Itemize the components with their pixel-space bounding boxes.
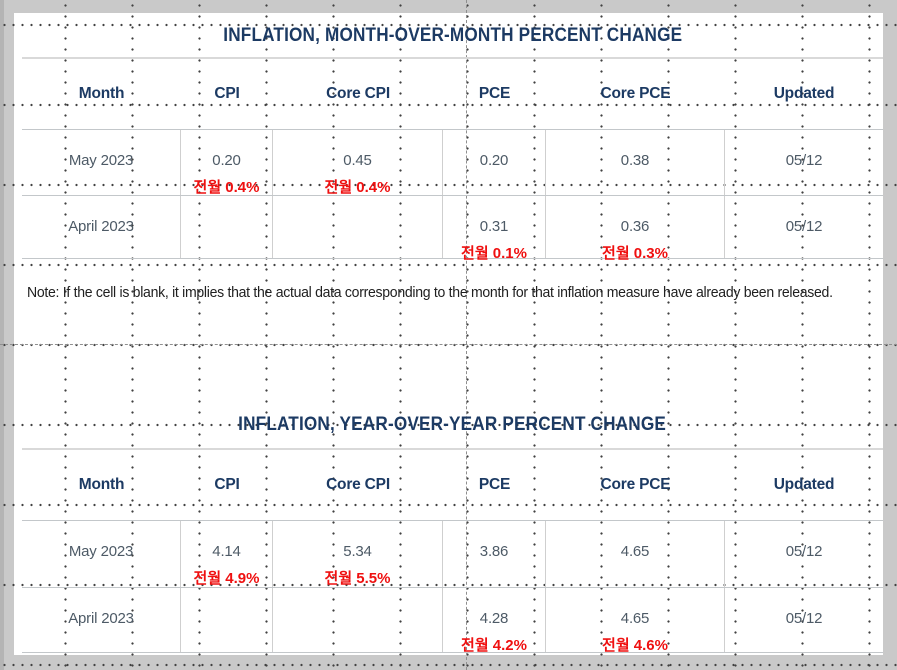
column-header-core-cpi: Core CPI: [326, 85, 390, 102]
table-cell-core-cpi: 5.34 전월 5.5%: [273, 521, 443, 587]
inflation-yoy-table: INFLATION, YEAR-OVER-YEAR PERCENT CHANGE…: [22, 400, 883, 654]
prev-month-annotation: 전월 5.5%: [324, 570, 391, 587]
cell-value: 5.34: [343, 543, 372, 560]
left-edge-strip: [0, 0, 4, 670]
column-header-core-cpi: Core CPI: [326, 476, 390, 493]
table-cell-updated: 05/12: [725, 196, 883, 258]
column-header-pce: PCE: [478, 476, 511, 493]
cell-value: 3.86: [479, 543, 509, 560]
cell-value: 0.36: [620, 218, 650, 235]
table-cell-updated: 05/12: [725, 521, 883, 587]
table-title: INFLATION, YEAR-OVER-YEAR PERCENT CHANGE: [22, 400, 883, 450]
cell-value: 05/12: [785, 152, 823, 169]
cell-value: 0.45: [343, 152, 372, 169]
cell-value: May 2023: [68, 543, 134, 560]
table-cell-updated: 05/12: [725, 588, 883, 652]
cell-value: 4.65: [620, 610, 650, 627]
table-title-text: INFLATION, YEAR-OVER-YEAR PERCENT CHANGE: [238, 412, 667, 435]
content-area: INFLATION, MONTH-OVER-MONTH PERCENT CHAN…: [14, 13, 883, 655]
table-cell-month: May 2023: [22, 521, 181, 587]
table-cell-month: April 2023: [22, 588, 181, 652]
column-header-month: Month: [78, 476, 125, 493]
table-header-row: Month CPI Core CPI PCE Core PCE Updated: [22, 450, 883, 520]
prev-month-annotation: 전월 4.6%: [602, 637, 668, 654]
inflation-mom-table: INFLATION, MONTH-OVER-MONTH PERCENT CHAN…: [22, 13, 883, 262]
table-cell-core-cpi: 0.45 전월 0.4%: [273, 130, 443, 196]
table-row: April 2023 4.28 전월 4.2% 4.65 전월 4.6% 0: [22, 587, 883, 654]
cell-value: 4.28: [479, 610, 509, 627]
table-cell-core-pce: 0.38: [546, 130, 725, 195]
cell-value: 4.65: [620, 543, 650, 560]
table-cell-core-cpi: [273, 588, 443, 652]
table-cell-core-cpi: [273, 196, 443, 258]
cell-value: [273, 611, 442, 627]
cell-value: May 2023: [68, 152, 134, 169]
table-cell-core-pce: 4.65 전월 4.6%: [546, 588, 725, 654]
table-cell-cpi: [181, 588, 273, 652]
table-cell-cpi: [181, 196, 273, 258]
cell-value: 0.31: [479, 218, 509, 235]
cell-value: 05/12: [785, 543, 823, 560]
cell-value: [181, 611, 272, 627]
cell-value: 05/12: [785, 610, 823, 627]
column-header-updated: Updated: [773, 476, 835, 493]
table-cell-pce: 3.86: [443, 521, 546, 587]
table-cell-pce: 0.20: [443, 130, 546, 195]
cell-value: April 2023: [68, 610, 134, 627]
table-cell-cpi: 4.14 전월 4.9%: [181, 521, 273, 587]
table-cell-updated: 05/12: [725, 130, 883, 195]
prev-month-annotation: 전월 0.1%: [461, 245, 527, 262]
table-row: April 2023 0.31 전월 0.1% 0.36 전월 0.3% 0: [22, 195, 883, 262]
prev-month-annotation: 전월 4.2%: [461, 637, 527, 654]
column-header-core-pce: Core PCE: [600, 85, 671, 102]
table-cell-month: April 2023: [22, 196, 181, 258]
note-text: Note: If the cell is blank, it implies t…: [27, 285, 833, 301]
column-header-pce: PCE: [478, 85, 511, 102]
column-header-cpi: CPI: [214, 476, 240, 493]
cell-value: 0.20: [479, 152, 509, 169]
column-header-core-pce: Core PCE: [600, 476, 671, 493]
table-header-row: Month CPI Core CPI PCE Core PCE Updated: [22, 59, 883, 129]
cell-value: 4.14: [212, 543, 241, 560]
table-row: May 2023 4.14 전월 4.9% 5.34 전월 5.5% 3.86 …: [22, 520, 883, 587]
prev-month-annotation: 전월 4.9%: [193, 570, 260, 587]
table-cell-core-pce: 0.36 전월 0.3%: [546, 196, 725, 262]
table-cell-core-pce: 4.65: [546, 521, 725, 587]
column-header-updated: Updated: [773, 85, 835, 102]
cell-value: 05/12: [785, 218, 823, 235]
cell-value: 0.38: [620, 152, 650, 169]
cell-value: [181, 219, 272, 235]
column-header-month: Month: [78, 85, 125, 102]
table-cell-month: May 2023: [22, 130, 181, 195]
table-cell-cpi: 0.20 전월 0.4%: [181, 130, 273, 196]
cell-value: 0.20: [212, 152, 241, 169]
table-title: INFLATION, MONTH-OVER-MONTH PERCENT CHAN…: [22, 13, 883, 59]
table-title-text: INFLATION, MONTH-OVER-MONTH PERCENT CHAN…: [223, 23, 682, 46]
table-row: May 2023 0.20 전월 0.4% 0.45 전월 0.4% 0.20 …: [22, 129, 883, 196]
prev-month-annotation: 전월 0.3%: [602, 245, 668, 262]
column-header-cpi: CPI: [214, 85, 240, 102]
table-cell-pce: 0.31 전월 0.1%: [443, 196, 546, 262]
prev-month-annotation: 전월 0.4%: [193, 179, 260, 196]
cell-value: April 2023: [68, 218, 134, 235]
cell-value: [273, 219, 442, 235]
prev-month-annotation: 전월 0.4%: [324, 179, 391, 196]
table-cell-pce: 4.28 전월 4.2%: [443, 588, 546, 654]
